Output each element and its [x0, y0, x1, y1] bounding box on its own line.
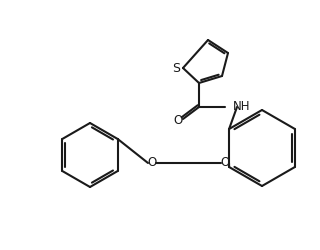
- Text: O: O: [148, 156, 156, 170]
- Text: NH: NH: [233, 100, 251, 112]
- Text: S: S: [172, 62, 180, 76]
- Text: O: O: [220, 156, 230, 170]
- Text: O: O: [173, 114, 183, 126]
